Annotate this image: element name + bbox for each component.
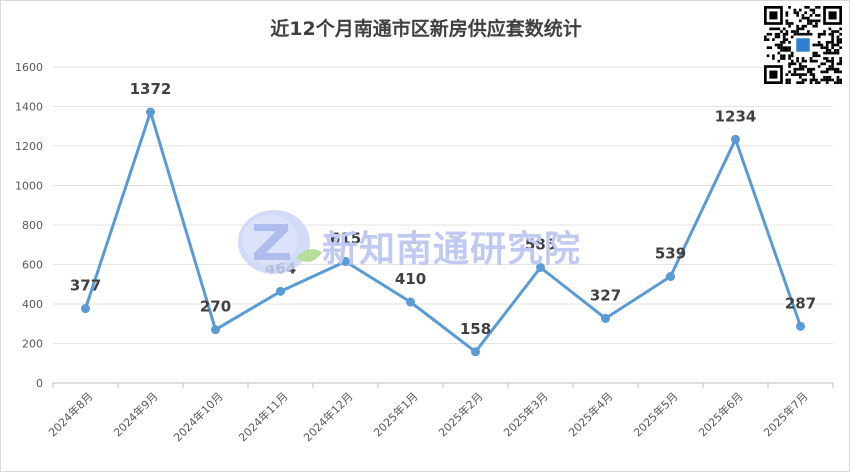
data-label: 158 — [460, 320, 491, 338]
x-tick-label: 2025年1月 — [370, 389, 420, 439]
data-point — [276, 286, 285, 296]
y-tick-label: 1200 — [15, 140, 43, 153]
chart-title: 近12个月南通市区新房供应套数统计 — [270, 18, 582, 40]
y-tick-label: 400 — [22, 298, 43, 311]
x-tick-label: 2024年10月 — [170, 389, 225, 444]
x-tick-label: 2024年11月 — [235, 389, 290, 444]
data-label: 1234 — [715, 107, 757, 125]
data-label: 539 — [655, 245, 686, 263]
y-tick-label: 1400 — [15, 101, 43, 114]
y-tick-label: 1600 — [15, 61, 43, 74]
data-label: 270 — [200, 298, 231, 316]
data-label: 327 — [590, 286, 621, 304]
series-line — [84, 110, 802, 354]
y-tick-label: 800 — [22, 219, 43, 232]
data-point — [601, 313, 610, 323]
data-point — [341, 257, 350, 267]
x-tick-label: 2024年9月 — [110, 389, 160, 439]
x-tick-label: 2025年4月 — [565, 389, 615, 439]
x-tick-label: 2025年5月 — [630, 389, 680, 439]
data-point — [666, 272, 675, 282]
data-label: 287 — [785, 294, 816, 312]
data-point — [406, 297, 415, 307]
data-point — [731, 134, 740, 144]
y-tick-label: 1000 — [15, 180, 43, 193]
data-label: 377 — [70, 277, 101, 295]
data-label: 464 — [265, 259, 296, 277]
qr-code-icon[interactable] — [764, 6, 842, 84]
data-point — [536, 262, 545, 272]
x-tick-label: 2024年8月 — [45, 389, 95, 439]
y-tick-label: 600 — [22, 259, 43, 272]
data-point — [211, 325, 220, 335]
data-point — [796, 321, 805, 331]
data-label: 585 — [525, 235, 556, 253]
y-tick-label: 0 — [36, 377, 43, 390]
x-tick-label: 2025年3月 — [500, 389, 550, 439]
data-point — [471, 347, 480, 357]
x-tick-label: 2025年7月 — [760, 389, 810, 439]
data-label: 410 — [395, 270, 426, 288]
data-point — [146, 107, 155, 117]
data-point — [81, 304, 90, 314]
x-tick-label: 2025年2月 — [435, 389, 485, 439]
x-tick-label: 2025年6月 — [695, 389, 745, 439]
x-tick-label: 2024年12月 — [300, 389, 355, 444]
data-label: 1372 — [130, 80, 172, 98]
data-label: 615 — [330, 230, 361, 248]
y-tick-label: 200 — [22, 338, 43, 351]
